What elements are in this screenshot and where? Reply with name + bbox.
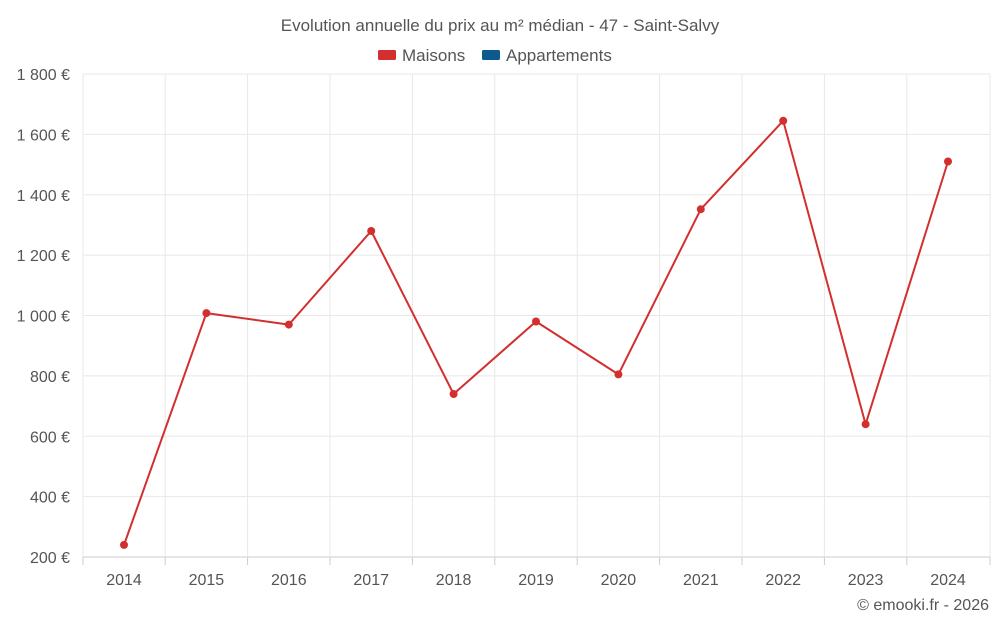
data-point-maisons-2016[interactable] — [284, 320, 293, 329]
y-tick-label: 1 400 € — [17, 188, 70, 205]
y-tick-label: 1 200 € — [17, 248, 70, 265]
grid-lines — [82, 73, 991, 558]
data-point-maisons-2017[interactable] — [367, 227, 376, 235]
data-point-maisons-2020[interactable] — [614, 370, 623, 379]
x-tick-label: 2018 — [436, 572, 472, 589]
x-tick-label: 2016 — [271, 572, 307, 589]
y-tick-label: 200 € — [30, 550, 70, 567]
x-tick-label: 2019 — [518, 572, 554, 589]
data-point-maisons-2019[interactable] — [532, 317, 540, 326]
y-tick-label: 800 € — [30, 369, 70, 386]
x-tick-label: 2014 — [106, 572, 142, 589]
y-tick-label: 1 000 € — [17, 309, 70, 326]
data-point-maisons-2024[interactable] — [944, 157, 952, 166]
legend-swatch-appartements — [482, 50, 500, 60]
data-point-maisons-2023[interactable] — [861, 420, 870, 429]
data-point-maisons-2014[interactable] — [120, 540, 128, 549]
x-tick-label: 2023 — [848, 572, 884, 589]
chart-title: Evolution annuelle du prix au m² médian … — [281, 16, 720, 35]
data-point-maisons-2021[interactable] — [696, 205, 705, 214]
x-tick-label: 2021 — [683, 572, 719, 589]
data-point-maisons-2022[interactable] — [779, 116, 788, 125]
x-tick-label: 2024 — [930, 572, 966, 589]
data-point-maisons-2018[interactable] — [449, 390, 458, 398]
legend[interactable]: Maisons Appartements — [378, 46, 612, 65]
x-tick-label: 2017 — [353, 572, 389, 589]
legend-label-appartements: Appartements — [506, 46, 612, 65]
y-tick-label: 1 800 € — [17, 67, 70, 84]
data-point-maisons-2015[interactable] — [202, 309, 211, 318]
y-tick-label: 1 600 € — [17, 127, 70, 144]
y-tick-label: 600 € — [30, 429, 70, 446]
credit-text: © emooki.fr - 2026 — [857, 597, 989, 614]
x-tick-label: 2020 — [601, 572, 637, 589]
legend-swatch-maisons — [378, 50, 396, 60]
y-tick-label: 400 € — [30, 490, 70, 507]
legend-item-maisons[interactable]: Maisons — [378, 46, 465, 65]
legend-label-maisons: Maisons — [402, 46, 465, 65]
plot-area — [120, 116, 952, 549]
x-tick-label: 2022 — [765, 572, 801, 589]
x-axis: 2014 2015 2016 2017 2018 2019 2020 2021 2022 2023… — [82, 557, 991, 589]
legend-item-appartements[interactable]: Appartements — [482, 46, 612, 65]
y-axis: 200 € 400 € 600 € 800 € 1 000 € 1 200 € 1 400 … — [17, 67, 70, 567]
x-tick-label: 2015 — [189, 572, 225, 589]
